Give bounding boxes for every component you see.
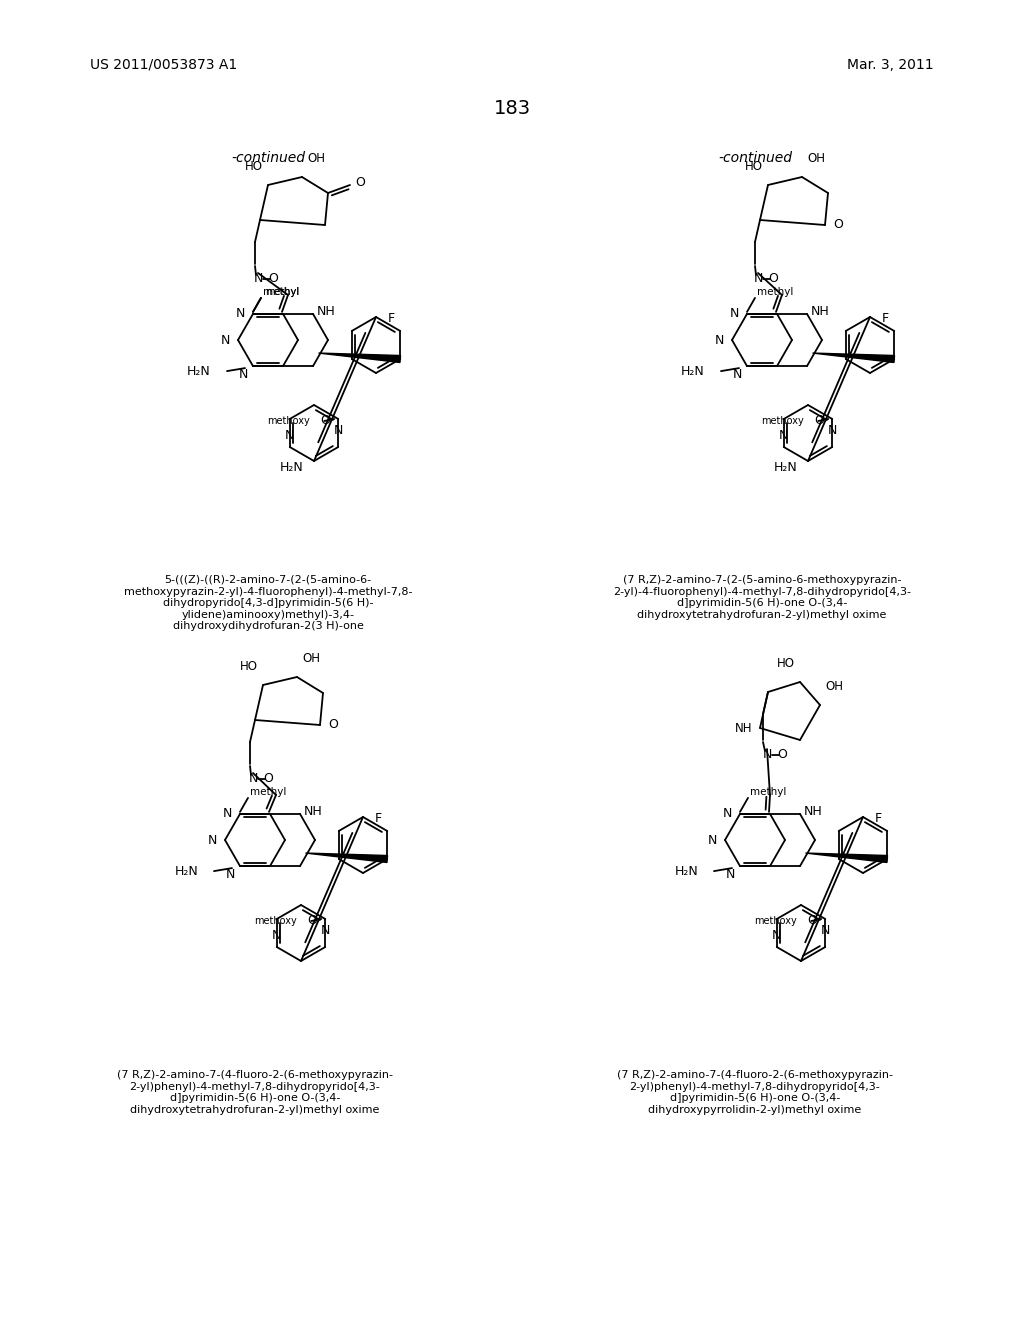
Text: N: N <box>820 924 829 937</box>
Text: HO: HO <box>777 657 795 671</box>
Text: N: N <box>708 833 717 846</box>
Text: N: N <box>253 272 263 285</box>
Text: O: O <box>263 772 273 785</box>
Text: N: N <box>772 929 781 942</box>
Text: methyl: methyl <box>757 286 794 297</box>
Text: 183: 183 <box>494 99 530 117</box>
Text: N: N <box>754 272 763 285</box>
Text: F: F <box>874 813 882 825</box>
Polygon shape <box>305 853 387 862</box>
Text: N: N <box>239 368 248 381</box>
Text: N: N <box>272 929 282 942</box>
Polygon shape <box>806 853 888 862</box>
Text: H₂N: H₂N <box>681 364 705 378</box>
Text: Mar. 3, 2011: Mar. 3, 2011 <box>848 58 934 73</box>
Text: O: O <box>328 718 338 731</box>
Text: O: O <box>307 915 317 928</box>
Text: N: N <box>730 308 739 321</box>
Polygon shape <box>812 352 895 363</box>
Text: O: O <box>768 272 778 285</box>
Text: 5-(((Z)-((R)-2-amino-7-(2-(5-amino-6-
methoxypyrazin-2-yl)-4-fluorophenyl)-4-met: 5-(((Z)-((R)-2-amino-7-(2-(5-amino-6- me… <box>124 576 413 631</box>
Text: HO: HO <box>240 660 258 673</box>
Text: methoxy: methoxy <box>762 416 804 426</box>
Text: US 2011/0053873 A1: US 2011/0053873 A1 <box>90 58 238 73</box>
Text: H₂N: H₂N <box>174 865 198 878</box>
Text: NH: NH <box>804 805 822 818</box>
Text: NH: NH <box>304 805 323 818</box>
Text: methyl: methyl <box>250 787 287 797</box>
Text: O: O <box>807 915 817 928</box>
Text: N: N <box>321 924 330 937</box>
Text: (7 R,Z)-2-amino-7-(4-fluoro-2-(6-methoxypyrazin-
2-yl)phenyl)-4-methyl-7,8-dihyd: (7 R,Z)-2-amino-7-(4-fluoro-2-(6-methoxy… <box>117 1071 393 1115</box>
Text: OH: OH <box>307 152 325 165</box>
Text: (7 R,Z)-2-amino-7-(4-fluoro-2-(6-methoxypyrazin-
2-yl)phenyl)-4-methyl-7,8-dihyd: (7 R,Z)-2-amino-7-(4-fluoro-2-(6-methoxy… <box>617 1071 893 1115</box>
Text: methyl: methyl <box>750 787 786 797</box>
Text: OH: OH <box>302 652 319 665</box>
Text: N: N <box>827 424 837 437</box>
Text: N: N <box>222 808 232 821</box>
Text: (7 R,Z)-2-amino-7-(2-(5-amino-6-methoxypyrazin-
2-yl)-4-fluorophenyl)-4-methyl-7: (7 R,Z)-2-amino-7-(2-(5-amino-6-methoxyp… <box>613 576 911 620</box>
Text: F: F <box>375 813 382 825</box>
Text: methyl: methyl <box>265 286 299 297</box>
Text: O: O <box>814 414 824 428</box>
Text: HO: HO <box>245 160 263 173</box>
Text: F: F <box>882 313 889 326</box>
Text: N: N <box>779 429 788 442</box>
Text: HO: HO <box>745 160 763 173</box>
Text: O: O <box>321 414 331 428</box>
Text: N: N <box>334 424 343 437</box>
Polygon shape <box>318 352 400 363</box>
Text: H₂N: H₂N <box>280 461 304 474</box>
Text: H₂N: H₂N <box>674 865 698 878</box>
Text: methyl: methyl <box>263 286 299 297</box>
Text: OH: OH <box>825 680 843 693</box>
Text: NH: NH <box>811 305 829 318</box>
Text: OH: OH <box>807 152 825 165</box>
Text: N: N <box>248 772 258 785</box>
Text: -continued: -continued <box>718 150 792 165</box>
Text: methoxy: methoxy <box>267 416 310 426</box>
Text: O: O <box>833 219 843 231</box>
Text: F: F <box>388 313 395 326</box>
Text: N: N <box>236 308 245 321</box>
Text: N: N <box>762 748 772 762</box>
Text: -continued: -continued <box>231 150 305 165</box>
Text: methoxy: methoxy <box>255 916 297 927</box>
Text: O: O <box>355 177 365 190</box>
Text: N: N <box>208 833 217 846</box>
Text: O: O <box>777 748 786 762</box>
Text: H₂N: H₂N <box>774 461 798 474</box>
Text: N: N <box>715 334 724 346</box>
Text: N: N <box>732 368 742 381</box>
Text: N: N <box>726 869 735 882</box>
Text: methoxy: methoxy <box>755 916 798 927</box>
Text: N: N <box>285 429 295 442</box>
Text: NH: NH <box>317 305 336 318</box>
Text: NH: NH <box>734 722 752 734</box>
Text: N: N <box>220 334 230 346</box>
Text: N: N <box>723 808 732 821</box>
Text: N: N <box>225 869 234 882</box>
Text: O: O <box>268 272 278 285</box>
Text: H₂N: H₂N <box>187 364 211 378</box>
